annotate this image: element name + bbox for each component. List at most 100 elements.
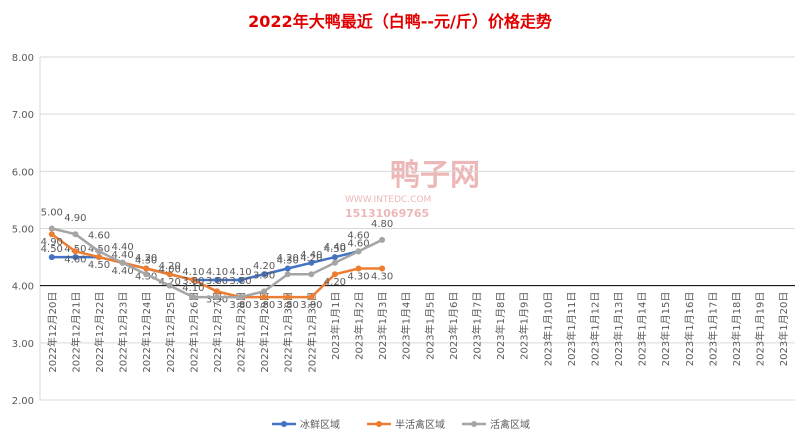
- data-label: 4.10: [206, 267, 228, 278]
- series-point: [284, 271, 291, 278]
- x-tick-label: 2022年12月30日: [282, 292, 295, 373]
- chart-title: 2022年大鸭最近（白鸭--元/斤）价格走势: [248, 12, 552, 31]
- x-tick-label: 2022年12月24日: [140, 292, 153, 373]
- series-point: [190, 276, 197, 283]
- x-tick-label: 2023年1月1日: [329, 292, 342, 360]
- x-tick-label: 2023年1月10日: [541, 292, 554, 367]
- series-point: [213, 276, 220, 283]
- x-tick-label: 2023年1月20日: [777, 292, 790, 367]
- data-label: 4.60: [347, 238, 369, 249]
- data-label: 4.40: [111, 250, 133, 261]
- data-label: 3.80: [300, 300, 322, 311]
- x-tick-label: 2023年1月6日: [447, 292, 460, 360]
- data-label: 4.60: [88, 230, 110, 241]
- series-point: [95, 254, 102, 261]
- series-point: [190, 294, 197, 301]
- y-tick-label: 3.00: [12, 339, 34, 350]
- y-tick-label: 7.00: [12, 110, 34, 121]
- legend-marker: [376, 421, 382, 427]
- y-tick-label: 2.00: [12, 396, 34, 407]
- data-label: 4.40: [111, 242, 133, 253]
- series-point: [237, 294, 244, 301]
- data-label: 4.50: [88, 260, 110, 271]
- data-label: 4.30: [277, 256, 299, 267]
- data-label: 4.50: [324, 244, 346, 255]
- series-point: [143, 265, 150, 272]
- data-label: 4.00: [159, 265, 181, 276]
- x-tick-label: 2023年1月13日: [612, 292, 625, 367]
- x-tick-label: 2022年12月28日: [235, 292, 248, 373]
- data-label: 4.40: [300, 250, 322, 261]
- series-point: [379, 236, 386, 243]
- data-label: 3.80: [206, 276, 228, 287]
- series-point: [331, 259, 338, 266]
- x-tick-label: 2022年12月22日: [93, 292, 106, 373]
- series-point: [237, 276, 244, 283]
- x-tick-label: 2023年1月17日: [706, 292, 719, 367]
- series-point: [355, 248, 362, 255]
- series-point: [213, 288, 220, 295]
- x-tick-label: 2022年12月21日: [69, 292, 82, 373]
- series-point: [72, 248, 79, 255]
- y-tick-label: 5.00: [12, 225, 34, 236]
- series-point: [261, 288, 268, 295]
- series-point: [379, 265, 386, 272]
- series-point: [284, 294, 291, 301]
- data-label: 4.60: [64, 254, 86, 265]
- data-label: 3.80: [229, 276, 251, 287]
- x-tick-label: 2022年12月29日: [258, 292, 271, 373]
- x-tick-label: 2023年1月14日: [636, 292, 649, 367]
- series-point: [48, 225, 55, 232]
- data-label: 4.20: [324, 277, 346, 288]
- y-tick-label: 4.00: [12, 282, 34, 293]
- legend-marker: [471, 421, 477, 427]
- series-point: [261, 294, 268, 301]
- series-point: [95, 248, 102, 255]
- series-point: [355, 265, 362, 272]
- series-point: [261, 271, 268, 278]
- x-tick-label: 2023年1月15日: [659, 292, 672, 367]
- data-label: 4.30: [347, 272, 369, 283]
- x-tick-label: 2023年1月5日: [423, 292, 436, 360]
- series-point: [72, 231, 79, 238]
- x-tick-label: 2022年12月23日: [117, 292, 130, 373]
- series-point: [331, 271, 338, 278]
- x-tick-label: 2023年1月11日: [565, 292, 578, 367]
- x-tick-label: 2023年1月7日: [470, 292, 483, 360]
- y-tick-label: 6.00: [12, 167, 34, 178]
- legend-label: 半活禽区域: [395, 418, 445, 431]
- x-tick-label: 2023年1月12日: [588, 292, 601, 367]
- series-point: [143, 271, 150, 278]
- series-point: [48, 254, 55, 261]
- data-label: 4.90: [64, 213, 86, 224]
- series-point: [213, 294, 220, 301]
- x-tick-label: 2023年1月8日: [494, 292, 507, 360]
- series-point: [308, 271, 315, 278]
- data-label: 4.10: [182, 283, 204, 294]
- series-point: [308, 259, 315, 266]
- data-label: 4.40: [111, 266, 133, 277]
- x-tick-label: 2023年1月16日: [683, 292, 696, 367]
- series-point: [119, 259, 126, 266]
- series-point: [166, 282, 173, 289]
- data-label: 3.80: [229, 300, 251, 311]
- data-label: 4.20: [253, 261, 275, 272]
- data-label: 4.10: [229, 267, 251, 278]
- x-tick-label: 2023年1月19日: [754, 292, 767, 367]
- series-point: [166, 271, 173, 278]
- data-label: 3.80: [277, 300, 299, 311]
- x-tick-label: 2023年1月18日: [730, 292, 743, 367]
- data-label: 4.30: [371, 272, 393, 283]
- data-label: 4.20: [300, 253, 322, 264]
- legend-marker: [281, 421, 287, 427]
- data-label: 4.20: [159, 261, 181, 272]
- x-tick-label: 2022年12月25日: [164, 292, 177, 373]
- x-tick-label: 2023年1月4日: [400, 292, 413, 360]
- x-tick-label: 2023年1月2日: [353, 292, 366, 360]
- data-label: 4.40: [324, 242, 346, 253]
- data-label: 3.80: [182, 276, 204, 287]
- data-label: 5.00: [41, 208, 63, 219]
- series-point: [284, 265, 291, 272]
